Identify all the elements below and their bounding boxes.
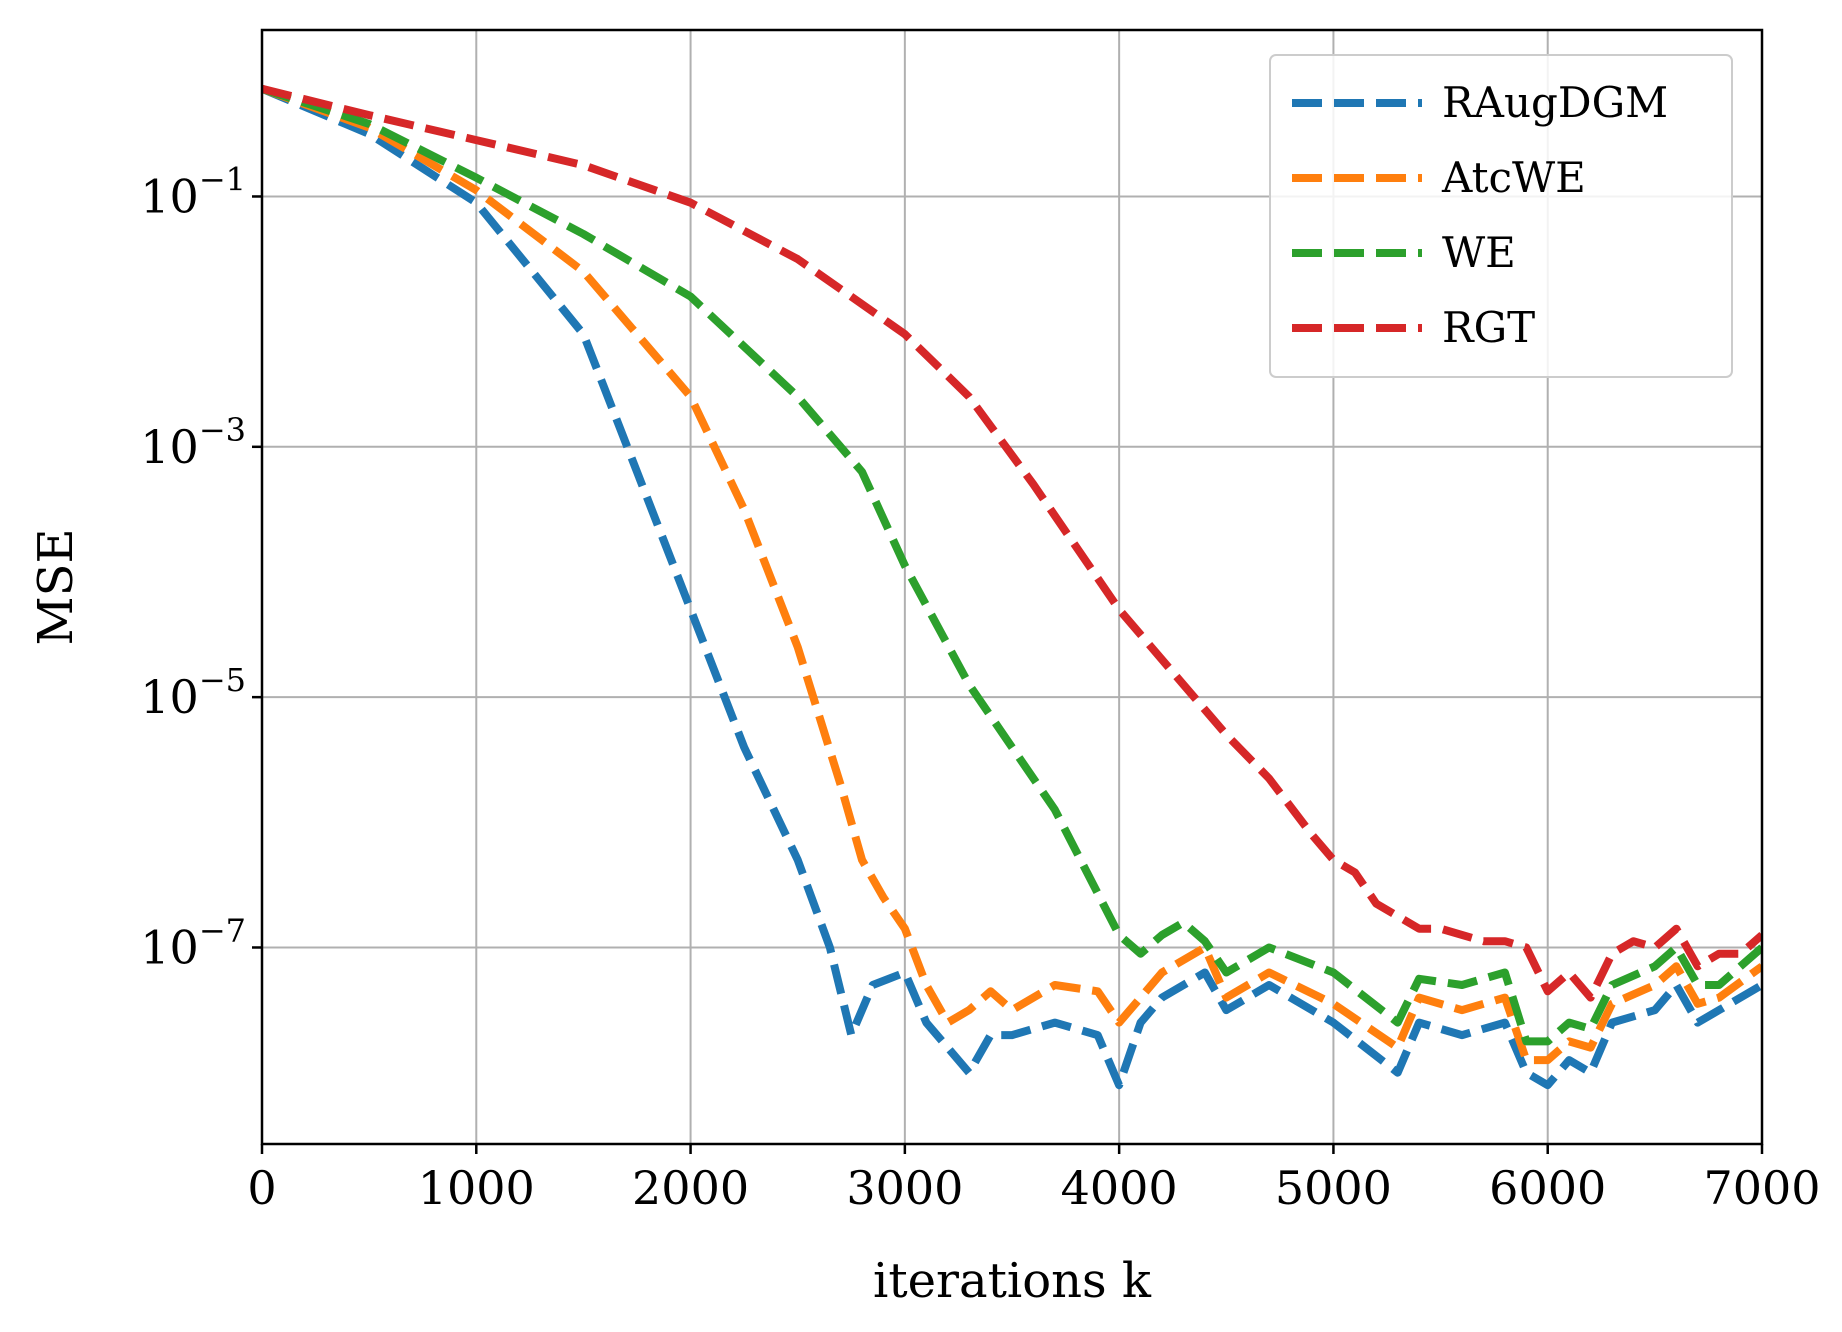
legend-label: WE <box>1442 228 1516 277</box>
series-we-line <box>262 84 1762 1046</box>
series-rgt-line <box>262 84 1762 1002</box>
axes-frame <box>260 28 1764 1146</box>
y-axis: 10−1 10−3 10−5 10−7 <box>140 160 262 974</box>
y-tick-label: 10−7 <box>140 911 246 974</box>
x-tick-label: 2000 <box>632 1161 749 1215</box>
x-tick-label: 3000 <box>846 1161 963 1215</box>
x-tick-label: 4000 <box>1061 1161 1178 1215</box>
y-axis-label: MSE <box>28 528 84 645</box>
x-tick-label: 7000 <box>1703 1161 1820 1215</box>
x-axis: 0 1000 2000 3000 4000 5000 6000 7000 <box>247 1144 1821 1215</box>
x-tick-label: 1000 <box>418 1161 535 1215</box>
series-raugdgm-line <box>262 85 1762 1090</box>
legend-box <box>1269 54 1733 378</box>
x-tick-label: 0 <box>247 1161 276 1215</box>
legend-label: RGT <box>1442 303 1535 352</box>
series-group <box>262 84 1762 1090</box>
x-tick-label: 6000 <box>1489 1161 1606 1215</box>
y-tick-label: 10−1 <box>140 160 246 223</box>
legend-label: RAugDGM <box>1442 78 1668 127</box>
x-tick-label: 5000 <box>1275 1161 1392 1215</box>
series-atcwe-line <box>262 85 1762 1065</box>
y-tick-label: 10−3 <box>140 411 246 474</box>
legend-label: AtcWE <box>1441 153 1586 202</box>
legend: RAugDGM AtcWE WE RGT <box>1269 54 1733 378</box>
x-axis-label: iterations k <box>873 1253 1152 1309</box>
y-tick-label: 10−5 <box>140 661 246 724</box>
